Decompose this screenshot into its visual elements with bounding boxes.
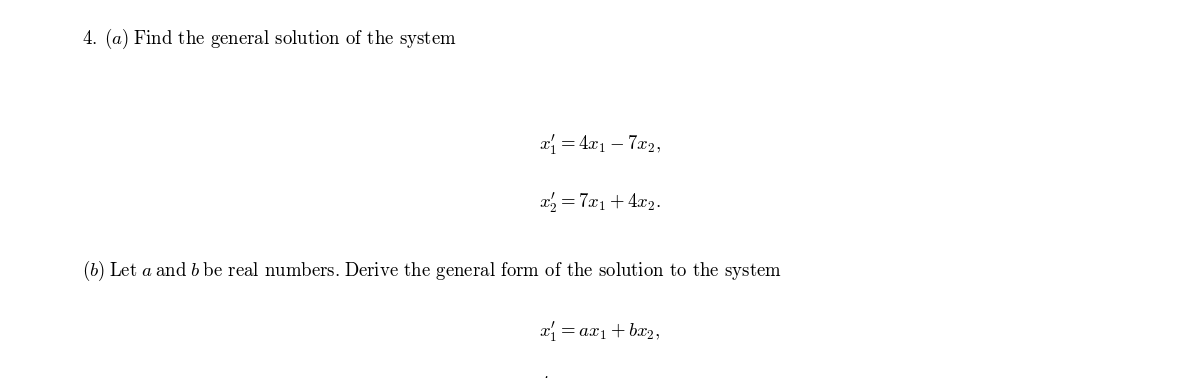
- Text: $(b)\; \text{Let}\; a \;\text{and}\; b \;\text{be real numbers.}\; \text{Derive : $(b)\; \text{Let}\; a \;\text{and}\; b \…: [82, 259, 781, 283]
- Text: $4.\; (a)\; \text{Find the general solution of the system}$: $4.\; (a)\; \text{Find the general solut…: [82, 26, 456, 51]
- Text: $x_2' = {-}bx_1 + ax_2.$: $x_2' = {-}bx_1 + ax_2.$: [532, 374, 668, 378]
- Text: $x_1' = 4x_1 - 7x_2,$: $x_1' = 4x_1 - 7x_2,$: [539, 132, 661, 157]
- Text: $x_1' = ax_1 + bx_2,$: $x_1' = ax_1 + bx_2,$: [539, 319, 661, 344]
- Text: $x_2' = 7x_1 + 4x_2.$: $x_2' = 7x_1 + 4x_2.$: [539, 191, 661, 215]
